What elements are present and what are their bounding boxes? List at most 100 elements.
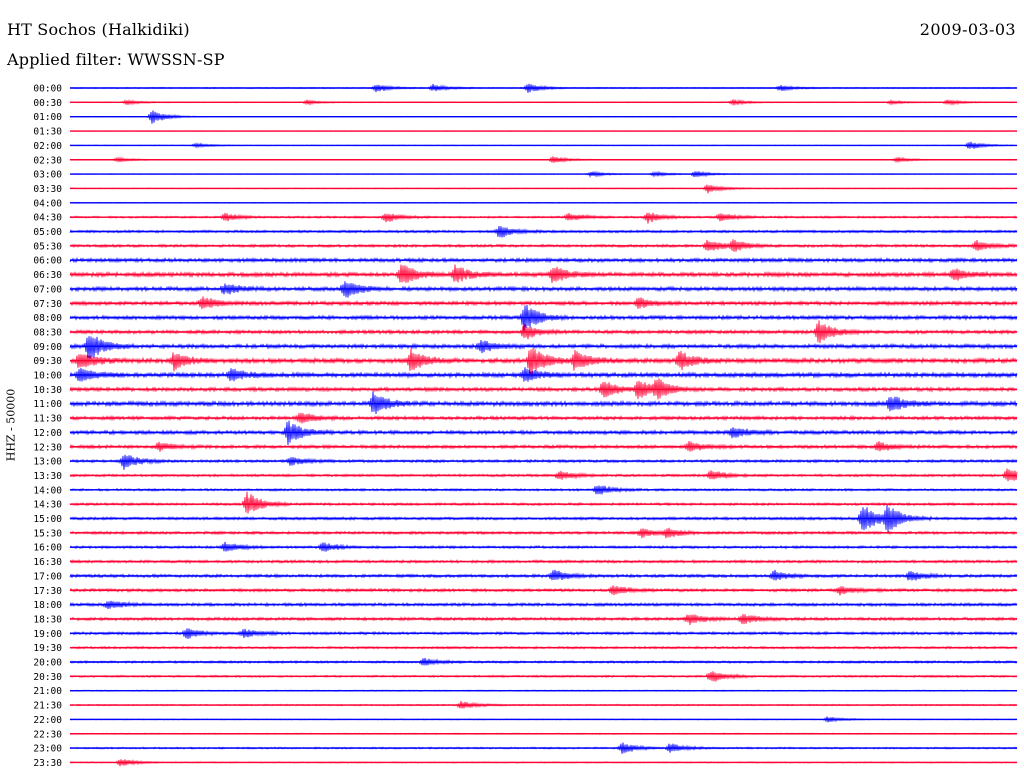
trace-1200: [69, 420, 1018, 446]
tick-label-2000: 20:00: [33, 658, 62, 669]
tick-label-0800: 08:00: [33, 313, 62, 324]
trace-0330: [69, 184, 1018, 194]
tick-label-1930: 19:30: [33, 643, 62, 654]
trace-0730: [69, 296, 1018, 310]
trace-1630: [69, 559, 1018, 565]
tick-label-1530: 15:30: [33, 528, 62, 539]
trace-0830: [69, 320, 1018, 344]
trace-1430: [69, 491, 1018, 514]
tick-label-1100: 11:00: [33, 399, 62, 410]
tick-label-0630: 06:30: [33, 270, 62, 281]
trace-1600: [69, 541, 1018, 552]
tick-label-1630: 16:30: [33, 557, 62, 568]
trace-1700: [69, 569, 1018, 581]
trace-1400: [69, 485, 1018, 495]
seismic-traces: [69, 83, 1018, 767]
trace-0430: [69, 212, 1018, 224]
tick-label-1600: 16:00: [33, 543, 62, 554]
tick-label-2130: 21:30: [33, 701, 62, 712]
trace-1230: [69, 441, 1018, 452]
trace-1730: [69, 585, 1018, 596]
trace-1500: [69, 505, 1018, 532]
trace-0530: [69, 239, 1018, 252]
tick-label-2230: 22:30: [33, 729, 62, 740]
trace-2300: [69, 742, 1018, 754]
trace-2030: [69, 671, 1018, 682]
trace-0630: [69, 264, 1018, 283]
time-tick-labels: 00:00 00:30 01:00 01:30 02:00 02:30 03:00 03:30…: [33, 84, 62, 769]
record-date: 2009-03-03: [919, 20, 1016, 39]
tick-label-1300: 13:00: [33, 457, 62, 468]
trace-0800: [69, 305, 1018, 332]
tick-label-0100: 01:00: [33, 112, 62, 123]
trace-1330: [69, 468, 1018, 482]
tick-label-0330: 03:30: [33, 184, 62, 195]
trace-0200: [69, 141, 1018, 149]
tick-label-1330: 13:30: [33, 471, 62, 482]
trace-2100: [69, 689, 1018, 692]
tick-label-0230: 02:30: [33, 155, 62, 166]
tick-label-1730: 17:30: [33, 586, 62, 597]
trace-2200: [69, 716, 1018, 723]
trace-0900: [69, 336, 1018, 359]
tick-label-0030: 00:30: [33, 98, 62, 109]
tick-label-0700: 07:00: [33, 284, 62, 295]
station-title: HT Sochos (Halkidiki): [7, 20, 190, 39]
trace-2330: [69, 759, 1018, 767]
tick-label-1400: 14:00: [33, 485, 62, 496]
tick-label-0400: 04:00: [33, 198, 62, 209]
trace-2000: [69, 657, 1018, 666]
tick-label-0830: 08:30: [33, 327, 62, 338]
tick-label-1030: 10:30: [33, 385, 62, 396]
trace-0000: [69, 83, 1018, 93]
tick-label-0530: 05:30: [33, 241, 62, 252]
tick-label-1800: 18:00: [33, 600, 62, 611]
tick-label-0300: 03:00: [33, 170, 62, 181]
trace-1100: [69, 391, 1018, 415]
tick-label-1900: 19:00: [33, 629, 62, 640]
trace-0300: [69, 170, 1018, 178]
tick-label-0130: 01:30: [33, 127, 62, 138]
trace-0600: [69, 256, 1018, 264]
trace-1830: [69, 613, 1018, 626]
tick-label-0430: 04:30: [33, 213, 62, 224]
trace-1000: [69, 367, 1018, 382]
trace-0100: [69, 110, 1018, 124]
tick-label-0200: 02:00: [33, 141, 62, 152]
tick-label-1500: 15:00: [33, 514, 62, 525]
tick-label-0500: 05:00: [33, 227, 62, 238]
tick-label-2300: 23:00: [33, 744, 62, 755]
tick-label-1700: 17:00: [33, 571, 62, 582]
trace-1130: [69, 412, 1018, 424]
trace-1930: [69, 645, 1018, 650]
tick-label-0930: 09:30: [33, 356, 62, 367]
trace-1900: [69, 628, 1018, 640]
trace-2230: [69, 732, 1018, 735]
tick-label-2030: 20:30: [33, 672, 62, 683]
tick-label-1430: 14:30: [33, 500, 62, 511]
tick-label-2200: 22:00: [33, 715, 62, 726]
tick-label-1230: 12:30: [33, 442, 62, 453]
trace-0930: [69, 348, 1018, 375]
trace-1530: [69, 527, 1018, 539]
filter-label: Applied filter: WWSSN-SP: [7, 50, 225, 69]
trace-0130: [69, 130, 1018, 132]
trace-2130: [69, 700, 1018, 709]
trace-0230: [69, 156, 1018, 164]
tick-label-2330: 23:30: [33, 758, 62, 769]
trace-1030: [69, 378, 1018, 400]
tick-label-0000: 00:00: [33, 84, 62, 95]
trace-0700: [69, 281, 1018, 298]
tick-label-1200: 12:00: [33, 428, 62, 439]
trace-1300: [69, 454, 1018, 470]
tick-label-1830: 18:30: [33, 614, 62, 625]
trace-0400: [69, 201, 1018, 204]
tick-label-2100: 21:00: [33, 686, 62, 697]
tick-label-1130: 11:30: [33, 414, 62, 425]
tick-label-0900: 09:00: [33, 342, 62, 353]
trace-1800: [69, 600, 1018, 610]
trace-0500: [69, 225, 1018, 238]
tick-label-0730: 07:30: [33, 299, 62, 310]
tick-label-0600: 06:00: [33, 256, 62, 267]
